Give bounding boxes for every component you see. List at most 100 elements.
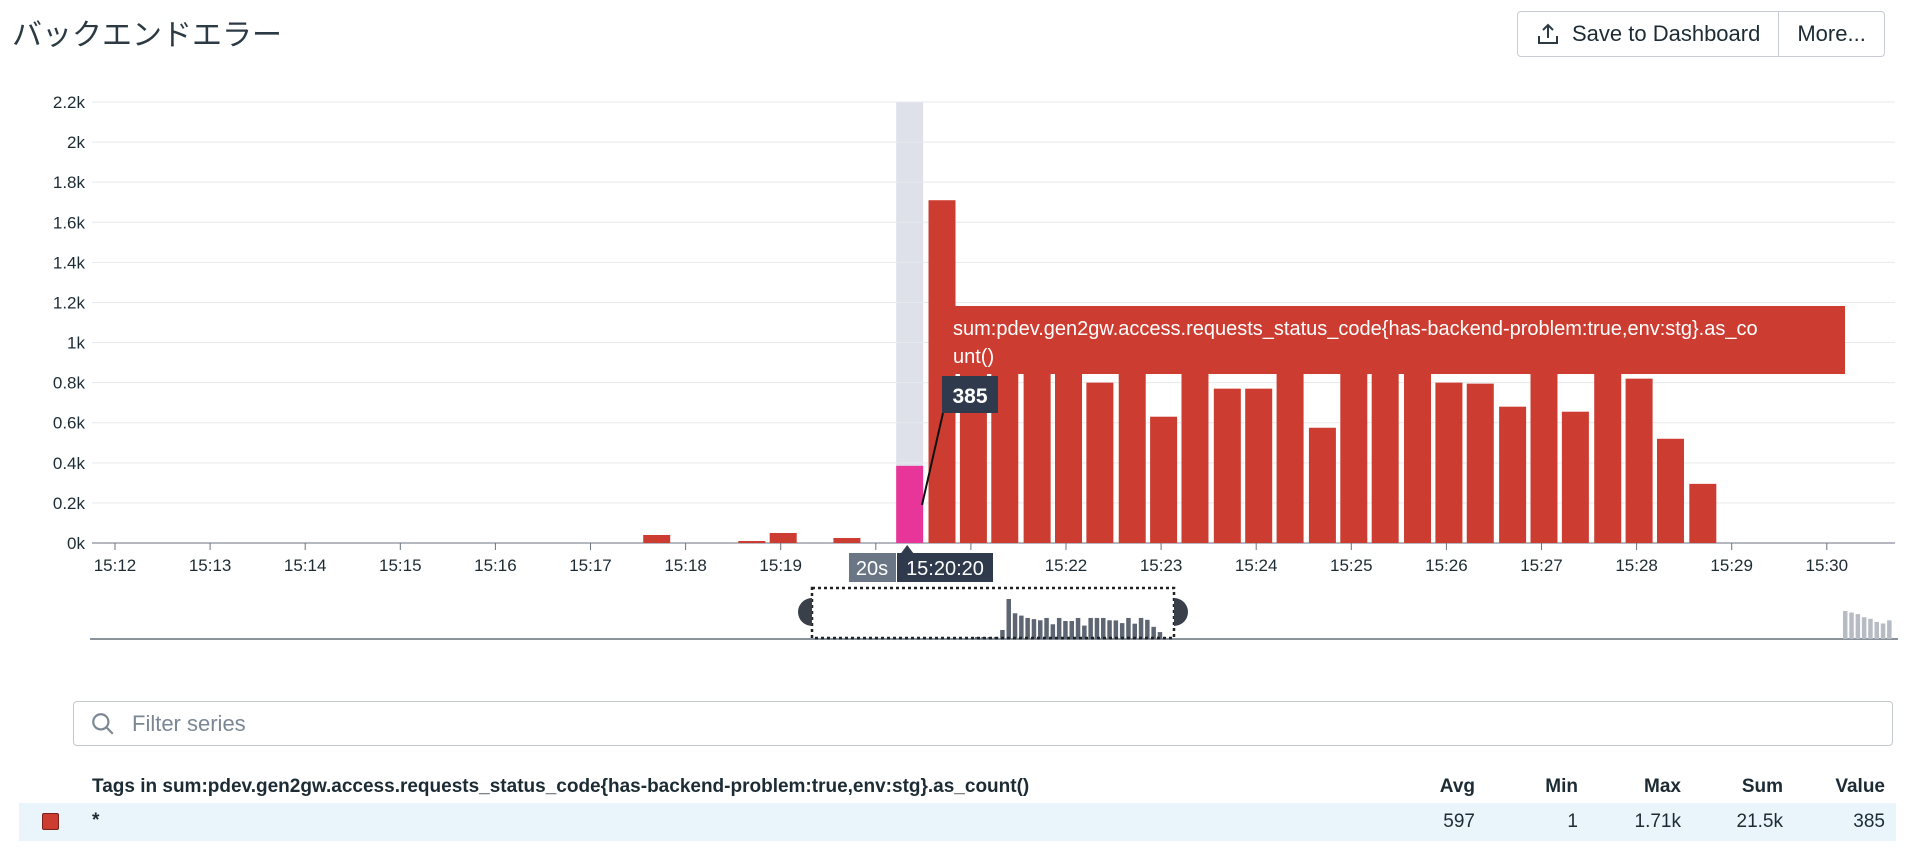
x-tick-label: 15:22	[1045, 556, 1088, 575]
bar-highlighted[interactable]	[896, 465, 924, 543]
value-leader-line	[921, 412, 944, 506]
navigator-bar	[1069, 620, 1074, 639]
navigator-bar	[1075, 617, 1081, 639]
y-tick-label: 1k	[67, 334, 85, 353]
navigator-bar-right	[1880, 623, 1886, 639]
y-tick-label: 0.4k	[53, 454, 86, 473]
col-max-header[interactable]: Max	[1644, 776, 1681, 797]
filter-series-input[interactable]	[130, 709, 1834, 738]
x-tick-label: 15:24	[1235, 556, 1278, 575]
y-tick-label: 0k	[67, 534, 85, 553]
x-tick-label: 15:27	[1520, 556, 1563, 575]
bar[interactable]	[1023, 362, 1051, 543]
bar-chart[interactable]: 0k 0.2k 0.4k 0.6k 0.8k 1k 1.2k 1.4k 1.6k 1.8k 2k 2.…	[0, 0, 1920, 680]
bar[interactable]	[1118, 362, 1146, 543]
row-value: 385	[1853, 811, 1885, 832]
col-min-header[interactable]: Min	[1545, 776, 1578, 797]
navigator-bar-right	[1861, 617, 1867, 639]
x-tick-label: 15:16	[474, 556, 517, 575]
navigator-bar	[1088, 617, 1093, 639]
bar[interactable]	[1055, 372, 1082, 543]
y-tick-label: 0.8k	[53, 374, 86, 393]
row-avg: 597	[1443, 811, 1475, 832]
x-tick-label: 15:28	[1615, 556, 1658, 575]
y-tick-label: 0.6k	[53, 414, 86, 433]
x-tick-label: 15:26	[1425, 556, 1468, 575]
bar[interactable]	[1594, 362, 1622, 543]
bar[interactable]	[643, 534, 671, 543]
page-title: バックエンドエラー	[12, 18, 282, 53]
y-tick-label: 2k	[67, 133, 85, 152]
navigator-bar	[1151, 626, 1156, 639]
bar[interactable]	[1689, 483, 1717, 543]
navigator-bar-right	[1849, 612, 1854, 639]
save-button-label: Save to Dashboard	[1572, 21, 1761, 46]
bar[interactable]	[738, 540, 766, 543]
bar[interactable]	[1530, 362, 1558, 543]
navigator-bar-right	[1874, 621, 1879, 639]
interval-badge	[849, 553, 896, 582]
bar[interactable]	[1466, 383, 1494, 543]
tags-header: Tags in sum:pdev.gen2gw.access.requests_…	[92, 776, 1030, 797]
bar[interactable]	[1181, 362, 1209, 543]
y-tick-label: 2.2k	[53, 93, 86, 112]
bar[interactable]	[769, 532, 797, 543]
navigator-selection[interactable]	[810, 586, 1176, 640]
navigator-bar	[1006, 599, 1011, 639]
table-header: Tags in sum:pdev.gen2gw.access.requests_…	[0, 776, 1920, 802]
y-tick-label: 1.2k	[53, 293, 86, 312]
filter-series-box[interactable]	[73, 701, 1893, 746]
table-row[interactable]: * 597 1 1.71k 21.5k 385	[19, 803, 1896, 841]
navigator-bar	[1101, 617, 1106, 639]
navigator-bar	[1019, 615, 1024, 639]
bar[interactable]	[1213, 388, 1241, 543]
bar[interactable]	[1435, 382, 1463, 543]
bar[interactable]	[1625, 378, 1653, 543]
bar[interactable]	[1086, 382, 1114, 543]
bar[interactable]	[1404, 362, 1432, 543]
bar[interactable]	[991, 342, 1019, 543]
bar[interactable]	[1371, 362, 1399, 543]
bar[interactable]	[1245, 388, 1273, 543]
navigator-bar	[1119, 623, 1125, 639]
bar[interactable]	[1499, 406, 1527, 543]
x-tick-label: 15:13	[189, 556, 232, 575]
bar[interactable]	[1561, 411, 1589, 543]
bar[interactable]	[1150, 416, 1178, 543]
col-value-header[interactable]: Value	[1835, 776, 1885, 797]
bar[interactable]	[1656, 438, 1684, 543]
bar[interactable]	[1308, 427, 1336, 543]
y-tick-label: 1.8k	[53, 173, 86, 192]
x-tick-label: 15:12	[94, 556, 137, 575]
navigator-bar	[1113, 620, 1119, 639]
col-sum-header[interactable]: Sum	[1741, 776, 1783, 797]
col-avg-header[interactable]: Avg	[1439, 776, 1475, 797]
navigator-right-handle[interactable]	[1174, 598, 1188, 626]
navigator-bar-right	[1868, 618, 1873, 639]
series-tooltip	[941, 306, 1845, 374]
navigator-bar	[1126, 617, 1131, 639]
more-button[interactable]: More...	[1778, 12, 1883, 56]
row-min: 1	[1567, 811, 1578, 832]
series-tooltip-line2: unt()	[953, 346, 994, 368]
save-to-dashboard-button[interactable]: Save to Dashboard	[1518, 12, 1778, 56]
navigator-bar	[1038, 620, 1043, 639]
series-tooltip-line1: sum:pdev.gen2gw.access.requests_status_c…	[953, 318, 1758, 340]
navigator-bar	[1012, 613, 1018, 639]
x-tick-label: 15:14	[284, 556, 327, 575]
row-tag: *	[92, 810, 100, 831]
bar[interactable]	[833, 537, 861, 543]
y-tick-label: 0.2k	[53, 494, 86, 513]
search-icon	[92, 712, 114, 735]
navigator-left-handle[interactable]	[798, 598, 812, 626]
x-tick-label: 15:29	[1710, 556, 1753, 575]
y-tick-label: 1.4k	[53, 253, 86, 272]
navigator-bar	[1000, 629, 1005, 639]
navigator-bar-right	[1855, 614, 1861, 639]
bar[interactable]	[1340, 362, 1368, 543]
bar[interactable]	[1276, 362, 1304, 543]
navigator-bar	[1044, 617, 1049, 639]
navigator-bar	[1056, 617, 1062, 639]
series-color-swatch[interactable]	[42, 813, 59, 830]
navigator-bar-right	[1843, 611, 1848, 639]
